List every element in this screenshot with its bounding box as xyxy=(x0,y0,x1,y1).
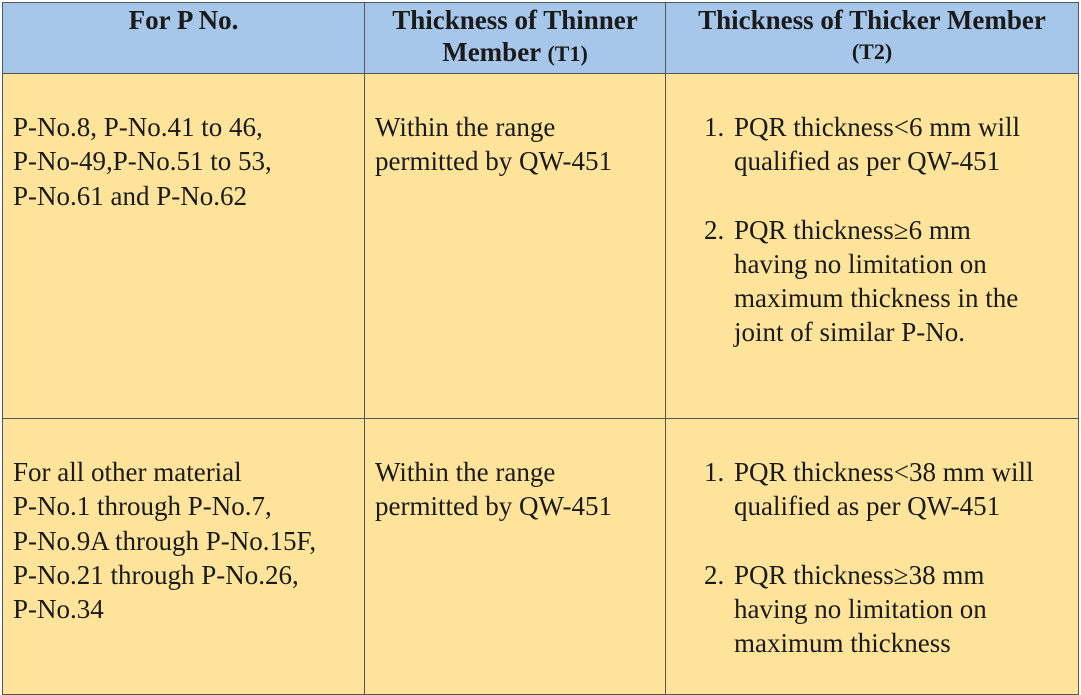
cell-thinner: Within the range permitted by QW-451 xyxy=(364,417,666,695)
thinner-line: Within the range xyxy=(375,457,556,487)
p-no-line: P-No.1 through P-No.7, xyxy=(13,491,272,522)
list-item: 1. PQR thickness<6 mm will qualified as … xyxy=(666,110,1078,179)
thicker-list: 1. PQR thickness<6 mm will qualified as … xyxy=(666,74,1078,350)
p-no-line: P-No.34 xyxy=(13,594,104,625)
list-item-number: 1. xyxy=(704,457,725,487)
cell-thicker: 1. PQR thickness<38 mm will qualified as… xyxy=(665,417,1079,695)
cell-p-no: For all other material P-No.1 through P-… xyxy=(2,417,365,695)
list-item-line: qualified as per QW-451 xyxy=(734,491,1001,522)
p-no-line: For all other material xyxy=(13,457,242,487)
header-thinner-member-word: Member xyxy=(442,37,541,67)
p-no-line: P-No.9A through P-No.15F, xyxy=(13,525,317,556)
list-item-line: joint of similar P-No. xyxy=(734,317,965,348)
list-item-line: maximum thickness in the xyxy=(734,283,1019,314)
list-item-line: PQR thickness<6 mm will xyxy=(734,112,1020,142)
header-thinner-member: Thickness of Thinner Member (T1) xyxy=(364,2,666,74)
cell-thicker: 1. PQR thickness<6 mm will qualified as … xyxy=(665,73,1079,419)
list-item-number: 1. xyxy=(704,112,725,142)
header-thinner-suffix: (T1) xyxy=(547,41,588,66)
list-item-line: maximum thickness xyxy=(734,628,951,659)
list-item-number: 2. xyxy=(704,559,725,590)
p-no-line: P-No.8, P-No.41 to 46, xyxy=(13,112,263,142)
thinner-line: permitted by QW-451 xyxy=(375,491,612,522)
header-p-no: For P No. xyxy=(2,2,365,74)
list-item-number: 2. xyxy=(704,214,725,245)
cell-p-no: P-No.8, P-No.41 to 46, P-No-49,P-No.51 t… xyxy=(2,73,365,419)
list-item: 1. PQR thickness<38 mm will qualified as… xyxy=(666,455,1078,524)
list-item-line: PQR thickness≥6 mm xyxy=(734,214,971,245)
header-thicker-line1: Thickness of Thicker Member xyxy=(698,5,1046,35)
p-no-line: P-No-49,P-No.51 to 53, xyxy=(13,146,272,177)
cell-thinner: Within the range permitted by QW-451 xyxy=(364,73,666,419)
list-item-line: having no limitation on xyxy=(734,593,987,624)
list-item-line: qualified as per QW-451 xyxy=(734,146,1001,177)
header-thinner-line2: Member (T1) xyxy=(365,37,665,69)
header-row: For P No. Thickness of Thinner Member (T… xyxy=(2,2,1079,74)
table-row: P-No.8, P-No.41 to 46, P-No-49,P-No.51 t… xyxy=(2,73,1079,419)
list-item-line: having no limitation on xyxy=(734,248,987,279)
table-row: For all other material P-No.1 through P-… xyxy=(2,417,1079,695)
thinner-line: permitted by QW-451 xyxy=(375,146,612,177)
p-no-line: P-No.61 and P-No.62 xyxy=(13,180,247,211)
header-p-no-label: For P No. xyxy=(128,5,239,35)
list-item-line: PQR thickness<38 mm will xyxy=(734,457,1034,487)
list-item-line: PQR thickness≥38 mm xyxy=(734,559,985,590)
list-item: 2. PQR thickness≥6 mm having no limitati… xyxy=(666,213,1078,350)
thicker-list: 1. PQR thickness<38 mm will qualified as… xyxy=(666,419,1078,660)
list-item: 2. PQR thickness≥38 mm having no limitat… xyxy=(666,558,1078,661)
header-thicker-member: Thickness of Thicker Member (T2) xyxy=(665,2,1079,74)
header-thinner-line1: Thickness of Thinner xyxy=(392,5,638,35)
thinner-line: Within the range xyxy=(375,112,556,142)
header-thicker-line2: (T2) xyxy=(851,39,893,64)
p-no-line: P-No.21 through P-No.26, xyxy=(13,559,299,590)
